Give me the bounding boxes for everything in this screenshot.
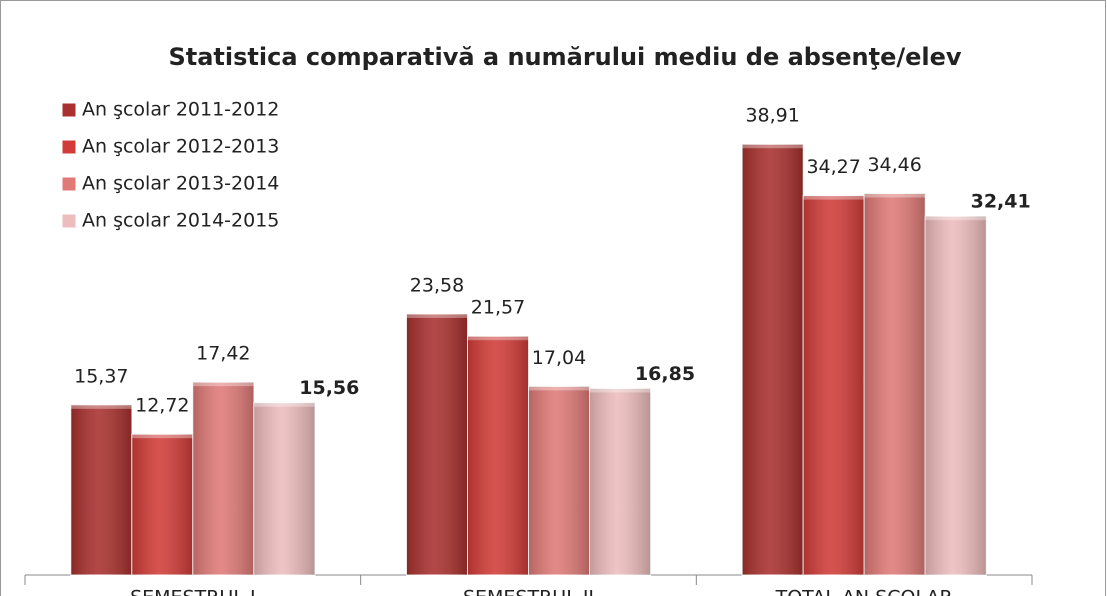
bar-shade xyxy=(864,193,926,575)
legend-swatch xyxy=(61,139,77,155)
bar-top xyxy=(131,434,193,439)
bar-top xyxy=(742,144,804,149)
bar-top xyxy=(864,193,926,198)
bar-shade xyxy=(131,434,193,575)
data-label: 38,91 xyxy=(745,105,799,127)
data-label: 12,72 xyxy=(135,395,189,417)
bar-shade xyxy=(528,386,590,575)
bar-top xyxy=(925,216,987,221)
data-label: 15,56 xyxy=(299,377,359,399)
x-tick-label: SEMESTRUL II xyxy=(463,587,594,596)
bar-top xyxy=(467,336,529,341)
bar-shade xyxy=(742,144,804,576)
legend-label: An şcolar 2014-2015 xyxy=(82,210,279,232)
data-label: 21,57 xyxy=(471,297,525,319)
bar-shade xyxy=(467,336,529,575)
bar-top xyxy=(803,195,865,200)
data-label: 34,27 xyxy=(806,156,860,178)
data-label: 17,04 xyxy=(532,347,586,369)
bar-shade xyxy=(803,195,865,575)
bar-shade xyxy=(589,388,651,575)
bar-top xyxy=(70,404,132,409)
chart-title: Statistica comparativă a numărului mediu… xyxy=(168,43,961,71)
legend-label: An şcolar 2011-2012 xyxy=(82,99,279,121)
x-tick-label: TOTAL AN ŞCOLAR xyxy=(775,587,953,596)
bar-shade xyxy=(406,313,468,575)
bar-top xyxy=(528,386,590,391)
bar-top xyxy=(406,313,468,318)
legend-swatch xyxy=(61,102,77,118)
bar-top xyxy=(253,402,315,407)
bar-shade xyxy=(253,402,315,575)
x-tick-label: SEMESTRUL I xyxy=(130,587,255,596)
data-label: 17,42 xyxy=(196,343,250,365)
legend-label: An şcolar 2012-2013 xyxy=(82,136,279,158)
bar-top xyxy=(192,382,254,387)
legend-label: An şcolar 2013-2014 xyxy=(82,173,279,195)
bar-top xyxy=(589,388,651,393)
bar-shade xyxy=(70,404,132,575)
data-label: 23,58 xyxy=(410,274,464,296)
data-label: 34,46 xyxy=(867,154,921,176)
legend-swatch xyxy=(61,176,77,192)
bar-shade xyxy=(925,216,987,576)
legend-swatch xyxy=(61,213,77,229)
data-label: 32,41 xyxy=(971,191,1031,213)
data-label: 15,37 xyxy=(74,365,128,387)
bar-shade xyxy=(192,382,254,575)
data-label: 16,85 xyxy=(635,363,695,385)
